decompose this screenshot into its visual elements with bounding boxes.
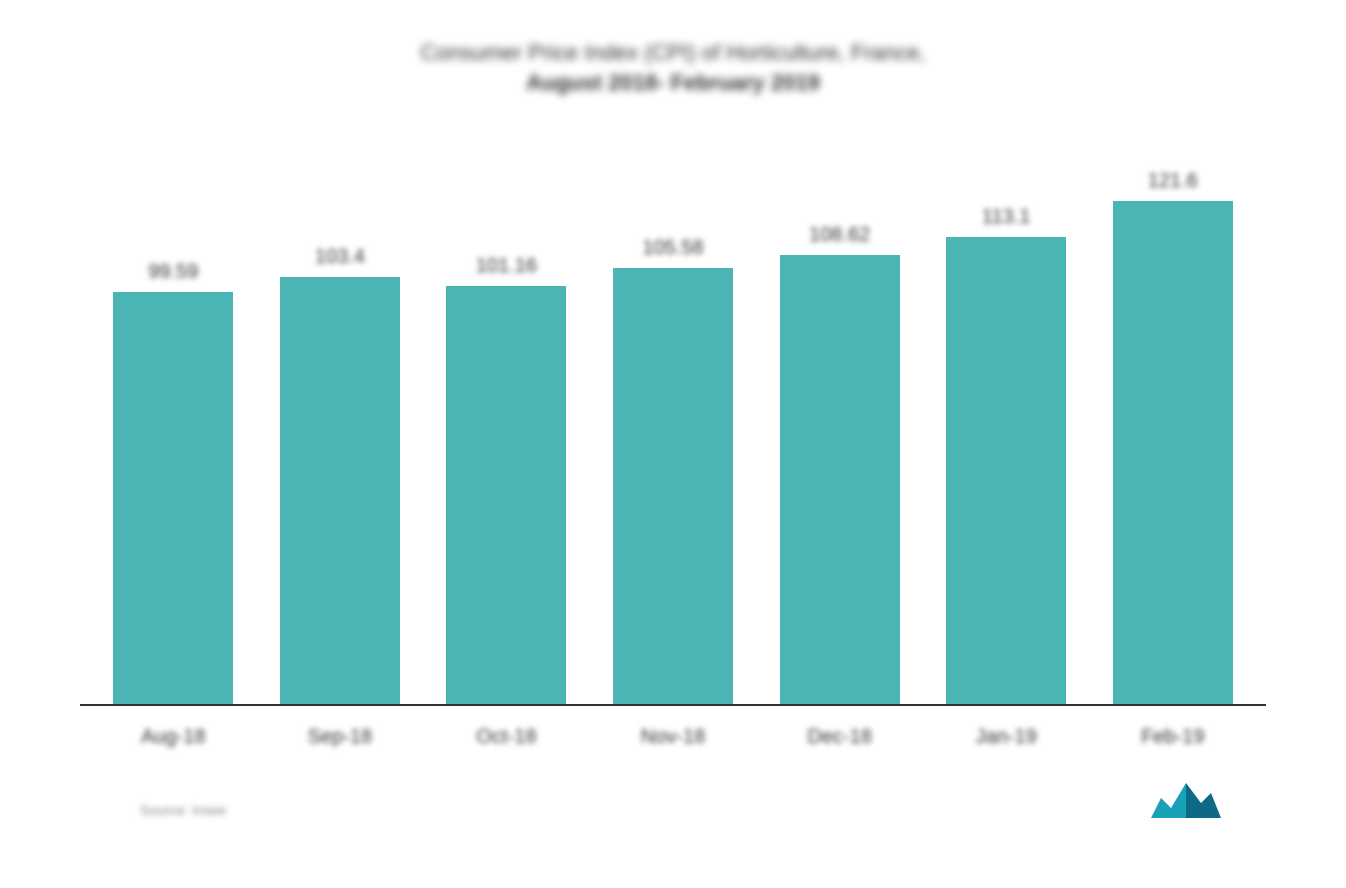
bar-group: 101.16 [423,146,590,704]
x-axis-label: Feb-19 [1089,726,1256,749]
bar-group: 121.6 [1089,146,1256,704]
bar [1113,201,1233,704]
bar-value-label: 121.6 [1148,170,1198,193]
bar-value-label: 105.58 [642,237,703,260]
bar-group: 103.4 [257,146,424,704]
x-axis-label: Oct-18 [423,726,590,749]
bar [113,292,233,704]
bar [613,268,733,704]
title-line2: August 2018- February 2019 [60,70,1286,96]
x-axis-label: Dec-18 [756,726,923,749]
bar [446,286,566,704]
bar-group: 113.1 [923,146,1090,704]
brand-logo [1146,773,1226,823]
title-line1: Consumer Price Index (CPI) of Horticultu… [60,40,1286,66]
bar-value-label: 113.1 [982,206,1031,229]
bar-value-label: 103.4 [315,246,365,269]
bars-wrapper: 99.59 103.4 101.16 105.58 108.62 113.1 121.6 [80,146,1266,704]
x-axis-label: Aug-18 [90,726,257,749]
chart-plot-area: 99.59 103.4 101.16 105.58 108.62 113.1 121.6 [80,146,1266,706]
bar-group: 108.62 [756,146,923,704]
bar-group: 105.58 [590,146,757,704]
source-text: Source: Insee [140,802,226,818]
x-axis-label: Sep-18 [257,726,424,749]
bar-value-label: 108.62 [809,224,870,247]
bar [780,255,900,704]
bar-value-label: 101.16 [476,255,537,278]
bar-group: 99.59 [90,146,257,704]
chart-title: Consumer Price Index (CPI) of Horticultu… [60,40,1286,96]
bar-value-label: 99.59 [148,261,198,284]
x-axis-label: Jan-19 [923,726,1090,749]
bar [280,277,400,704]
x-axis-label: Nov-18 [590,726,757,749]
x-axis-labels: Aug-18Sep-18Oct-18Nov-18Dec-18Jan-19Feb-… [80,726,1266,749]
chart-container: Consumer Price Index (CPI) of Horticultu… [60,40,1286,848]
bar [946,237,1066,704]
